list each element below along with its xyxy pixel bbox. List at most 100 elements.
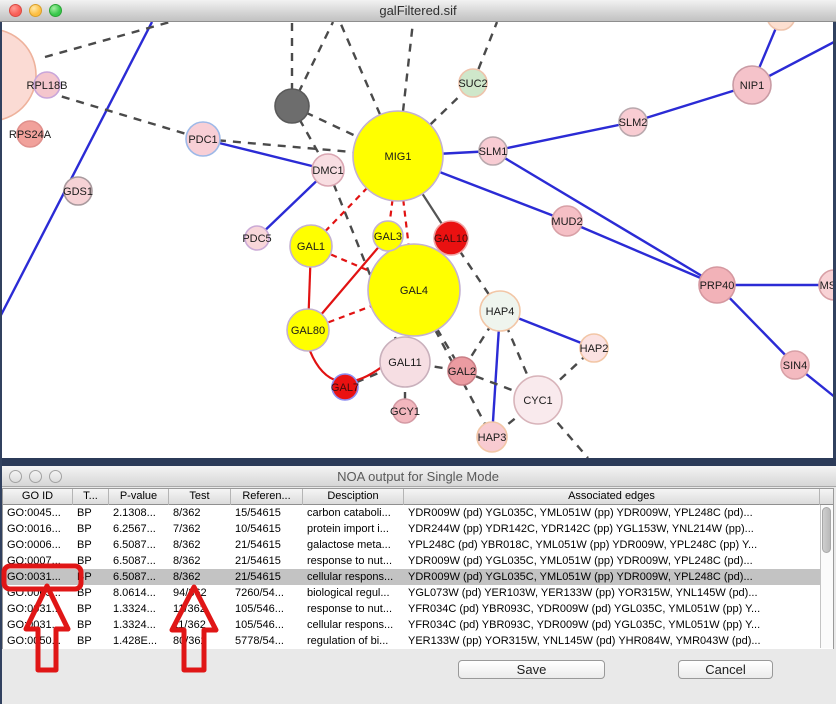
cell-go_id: GO:0006... [7,539,61,551]
network-node-dark1[interactable] [274,88,310,124]
cell-test: 80/362 [173,635,207,647]
cell-associated: YFR034C (pd) YBR093C, YDR009W (pd) YGL03… [408,619,761,631]
table-row[interactable]: GO:0065... BP 8.0614... 94/362 7260/54... bio… [3,585,833,601]
close-button[interactable] [9,4,22,17]
network-node-MUD2[interactable] [551,205,583,237]
network-edge [460,310,502,372]
network-node-PDC1[interactable] [185,121,221,157]
column-header-test[interactable]: Test [169,489,231,505]
cancel-button[interactable]: Cancel [678,660,773,679]
cell-go_id: GO:0031... [7,571,61,583]
cell-reference: 105/546... [235,619,284,631]
noa-output-window: NOA output for Single Mode GO ID T... P-va… [0,466,836,704]
cell-reference: 21/54615 [235,539,281,551]
network-node-NIP1[interactable] [732,65,772,105]
network-node-GAL4[interactable] [367,243,461,337]
table-vertical-scrollbar[interactable] [820,505,833,648]
node-label-GAL80: GAL80 [291,325,325,337]
node-label-GAL4: GAL4 [400,285,428,297]
network-node-HAP4[interactable] [479,290,521,332]
table-row[interactable]: GO:0007... BP 6.5087... 8/362 21/54615 respon… [3,553,833,569]
network-node-SUC2[interactable] [458,68,488,98]
window-separator [0,458,836,466]
column-header-go_id[interactable]: GO ID [3,489,73,505]
zoom-button[interactable] [49,4,62,17]
header-scroll-corner [820,489,833,505]
network-node-GDS1[interactable] [63,176,93,206]
noa-results-table: GO ID T... P-value Test Referen... Desciption… [2,488,834,649]
network-node-GCY1[interactable] [392,398,418,424]
network-node-GAL3[interactable] [372,220,404,252]
network-node-SLM1[interactable] [478,136,508,166]
network-node-RPL18B[interactable] [33,71,61,99]
network-node-GAL11[interactable] [379,336,431,388]
cell-p_value: 6.2567... [113,523,156,535]
node-label-GDS1: GDS1 [63,186,93,198]
network-node-PDC5[interactable] [244,225,270,251]
network-node-GAL2[interactable] [447,356,477,386]
table-row[interactable]: GO:0031... BP 1.3324... 11/362 105/546... res… [3,601,833,617]
minimize-button[interactable] [29,4,42,17]
network-node-MIG1[interactable] [352,110,444,202]
network-node-SLM2[interactable] [618,107,648,137]
table-row[interactable]: GO:0031... BP 1.3324... 11/362 105/546... cel… [3,617,833,633]
network-node-RPS24A[interactable] [16,120,44,148]
network-edge [338,22,400,157]
node-label-GAL10: GAL10 [434,233,468,245]
cell-reference: 7260/54... [235,587,284,599]
column-header-p_value[interactable]: P-value [109,489,169,505]
cell-description: galactose meta... [307,539,391,551]
table-row[interactable]: GO:0045... BP 2.1308... 8/362 15/54615 carbon… [3,505,833,521]
node-label-HAP3: HAP3 [478,432,507,444]
table-row[interactable]: GO:0016... BP 6.2567... 7/362 10/54615 protei… [3,521,833,537]
network-edge [490,310,502,438]
cell-go_id: GO:0031... [7,619,61,631]
network-node-SIN4[interactable] [780,350,810,380]
network-node-GAL7[interactable] [331,373,359,401]
column-header-description[interactable]: Desciption [303,489,404,505]
cell-p_value: 6.5087... [113,571,156,583]
zoom-button-inactive[interactable] [49,470,62,483]
scrollbar-thumb[interactable] [822,507,831,553]
cell-type: BP [77,571,92,583]
network-node-DMC1[interactable] [311,153,345,187]
cell-go_id: GO:0065... [7,587,61,599]
noa-titlebar: NOA output for Single Mode [0,466,836,487]
save-button[interactable]: Save [458,660,605,679]
node-label-MUD2: MUD2 [551,216,582,228]
network-node-HAP2[interactable] [579,333,609,363]
table-header-row: GO ID T... P-value Test Referen... Desciption… [3,489,833,505]
network-node-bigpink[interactable] [0,29,37,121]
network-node-HAP3[interactable] [476,421,508,453]
cell-type: BP [77,523,92,535]
column-header-associated[interactable]: Associated edges [404,489,820,505]
main-window-title: galFiltered.sif [379,3,457,18]
cell-associated: YGL073W (pd) YER103W, YER133W (pp) YOR31… [408,587,758,599]
node-label-GAL1: GAL1 [297,241,325,253]
cell-reference: 15/54615 [235,507,281,519]
table-row[interactable]: GO:0031... BP 6.5087... 8/362 21/54615 cellul… [3,569,833,585]
node-label-MIG1: MIG1 [385,151,412,163]
column-header-type[interactable]: T... [73,489,109,505]
network-canvas[interactable]: RPL18B RPS24A GDS1 PDC1 SUC2 SLM1 SLM2 NIP1 MUD2… [0,22,836,458]
cell-description: response to nut... [307,555,392,567]
network-edge [202,137,399,158]
network-edge [412,289,494,438]
network-node-GAL10[interactable] [433,220,469,256]
network-node-topnode[interactable] [767,22,795,31]
table-row[interactable]: GO:0050... BP 1.428E... 80/362 5778/54... reg… [3,633,833,649]
network-edge [471,22,499,84]
network-node-GAL80[interactable] [286,308,330,352]
network-node-GAL1[interactable] [289,224,333,268]
node-label-HAP4: HAP4 [486,306,515,318]
cell-associated: YPL248C (pd) YBR018C, YML051W (pp) YDR00… [408,539,758,551]
node-label-SUC2: SUC2 [458,78,487,90]
network-node-CYC1[interactable] [513,375,563,425]
column-header-reference[interactable]: Referen... [231,489,303,505]
cell-description: carbon cataboli... [307,507,391,519]
close-button-inactive[interactable] [9,470,22,483]
table-row[interactable]: GO:0006... BP 6.5087... 8/362 21/54615 galact… [3,537,833,553]
minimize-button-inactive[interactable] [29,470,42,483]
network-node-PRP40[interactable] [698,266,736,304]
cell-p_value: 6.5087... [113,555,156,567]
